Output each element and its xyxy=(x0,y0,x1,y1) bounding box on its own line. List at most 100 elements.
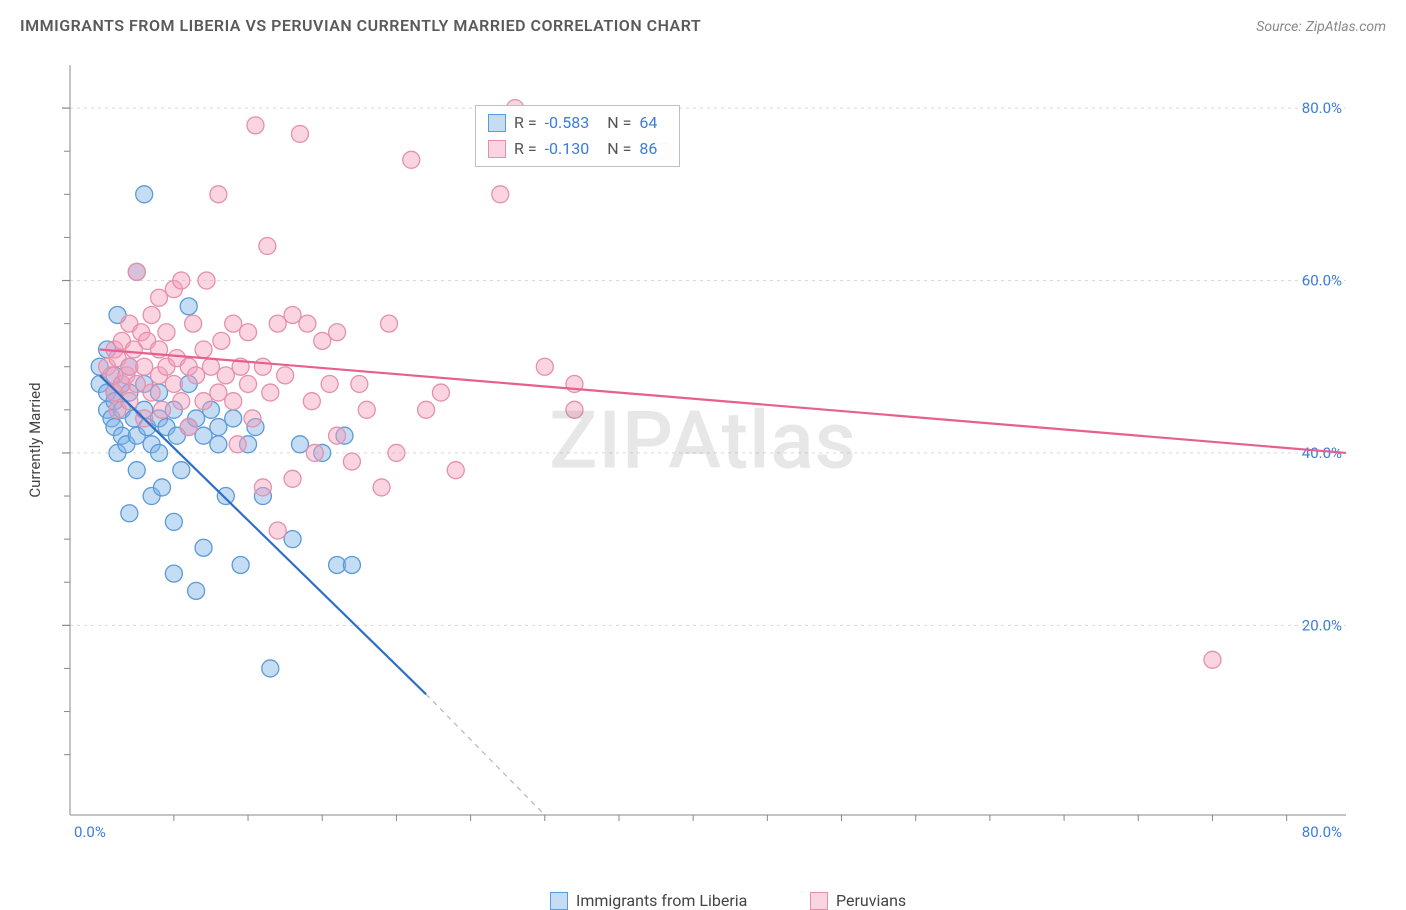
scatter-point-peruvians xyxy=(217,367,234,384)
scatter-point-peruvians xyxy=(269,522,286,539)
scatter-point-peruvians xyxy=(306,444,323,461)
source-label: Source: xyxy=(1256,19,1301,35)
scatter-point-peruvians xyxy=(284,307,301,324)
scatter-point-peruvians xyxy=(143,307,160,324)
scatter-point-peruvians xyxy=(143,384,160,401)
n-value-liberia: 64 xyxy=(639,112,657,134)
swatch-liberia xyxy=(550,892,568,910)
scatter-point-peruvians xyxy=(1204,651,1221,668)
scatter-point-liberia xyxy=(262,660,279,677)
scatter-point-liberia xyxy=(217,488,234,505)
n-label: N = xyxy=(607,112,631,134)
scatter-point-liberia xyxy=(225,410,242,427)
scatter-point-peruvians xyxy=(225,393,242,410)
n-label: N = xyxy=(607,138,631,160)
scatter-point-peruvians xyxy=(277,367,294,384)
scatter-point-peruvians xyxy=(284,470,301,487)
scatter-point-liberia xyxy=(153,479,170,496)
r-label: R = xyxy=(514,138,537,160)
scatter-point-peruvians xyxy=(329,427,346,444)
scatter-point-peruvians xyxy=(213,332,230,349)
scatter-point-liberia xyxy=(151,444,168,461)
scatter-point-peruvians xyxy=(128,375,145,392)
scatter-point-liberia xyxy=(343,557,360,574)
scatter-point-peruvians xyxy=(173,272,190,289)
scatter-point-peruvians xyxy=(358,401,375,418)
scatter-point-peruvians xyxy=(269,315,286,332)
r-value-peruvians: -0.130 xyxy=(545,138,590,160)
scatter-point-liberia xyxy=(165,513,182,530)
trend-line-peruvians xyxy=(100,349,1346,452)
scatter-point-peruvians xyxy=(381,315,398,332)
y-tick-label: 60.0% xyxy=(1302,272,1342,290)
scatter-point-liberia xyxy=(165,565,182,582)
scatter-point-peruvians xyxy=(247,117,264,134)
scatter-point-peruvians xyxy=(128,263,145,280)
scatter-point-peruvians xyxy=(202,358,219,375)
scatter-point-liberia xyxy=(128,462,145,479)
scatter-point-peruvians xyxy=(240,375,257,392)
scatter-point-liberia xyxy=(195,427,212,444)
scatter-point-peruvians xyxy=(151,289,168,306)
scatter-point-peruvians xyxy=(492,186,509,203)
scatter-point-peruvians xyxy=(321,375,338,392)
scatter-point-liberia xyxy=(136,186,153,203)
scatter-point-peruvians xyxy=(173,393,190,410)
n-value-peruvians: 86 xyxy=(639,138,657,160)
scatter-point-liberia xyxy=(232,557,249,574)
scatter-point-liberia xyxy=(121,505,138,522)
scatter-point-peruvians xyxy=(447,462,464,479)
scatter-point-liberia xyxy=(284,531,301,548)
scatter-point-peruvians xyxy=(329,324,346,341)
source-name: ZipAtlas.com xyxy=(1306,19,1386,35)
scatter-point-peruvians xyxy=(566,401,583,418)
scatter-point-peruvians xyxy=(195,341,212,358)
source: Source: ZipAtlas.com xyxy=(1256,16,1386,35)
swatch-peruvians xyxy=(810,892,828,910)
scatter-point-peruvians xyxy=(262,384,279,401)
scatter-point-liberia xyxy=(195,539,212,556)
legend-item-peruvians: Peruvians xyxy=(810,891,906,910)
scatter-point-peruvians xyxy=(314,332,331,349)
y-tick-label: 80.0% xyxy=(1302,99,1342,117)
scatter-point-liberia xyxy=(188,582,205,599)
y-axis-title: Currently Married xyxy=(26,382,44,497)
scatter-point-liberia xyxy=(210,419,227,436)
scatter-point-peruvians xyxy=(185,315,202,332)
scatter-point-peruvians xyxy=(188,367,205,384)
stats-row-peruvians: R = -0.130 N = 86 xyxy=(476,136,679,162)
scatter-point-peruvians xyxy=(343,453,360,470)
r-value-liberia: -0.583 xyxy=(545,112,590,134)
scatter-point-peruvians xyxy=(291,125,308,142)
legend-label-liberia: Immigrants from Liberia xyxy=(576,891,747,910)
scatter-point-peruvians xyxy=(240,324,257,341)
chart-title: IMMIGRANTS FROM LIBERIA VS PERUVIAN CURR… xyxy=(20,16,701,35)
scatter-point-peruvians xyxy=(165,375,182,392)
scatter-point-peruvians xyxy=(299,315,316,332)
scatter-point-peruvians xyxy=(225,315,242,332)
swatch-peruvians xyxy=(488,140,506,158)
legend-label-peruvians: Peruvians xyxy=(836,891,906,910)
scatter-point-peruvians xyxy=(244,410,261,427)
stats-legend-box: R = -0.583 N = 64R = -0.130 N = 86 xyxy=(475,105,680,167)
scatter-point-peruvians xyxy=(229,436,246,453)
scatter-point-peruvians xyxy=(388,444,405,461)
scatter-point-liberia xyxy=(173,462,190,479)
scatter-point-peruvians xyxy=(254,358,271,375)
stats-row-liberia: R =-0.583N =64 xyxy=(476,110,679,136)
scatter-point-peruvians xyxy=(351,375,368,392)
scatter-point-peruvians xyxy=(403,151,420,168)
scatter-point-liberia xyxy=(291,436,308,453)
scatter-point-peruvians xyxy=(432,384,449,401)
scatter-point-peruvians xyxy=(121,393,138,410)
x-end-label: 80.0% xyxy=(1302,823,1342,841)
scatter-point-peruvians xyxy=(136,358,153,375)
scatter-point-peruvians xyxy=(373,479,390,496)
scatter-point-peruvians xyxy=(210,186,227,203)
y-tick-label: 20.0% xyxy=(1302,616,1342,634)
trend-line-extrap-liberia xyxy=(426,694,545,815)
scatter-point-peruvians xyxy=(210,384,227,401)
scatter-point-peruvians xyxy=(303,393,320,410)
scatter-point-peruvians xyxy=(259,238,276,255)
swatch-liberia xyxy=(488,114,506,132)
